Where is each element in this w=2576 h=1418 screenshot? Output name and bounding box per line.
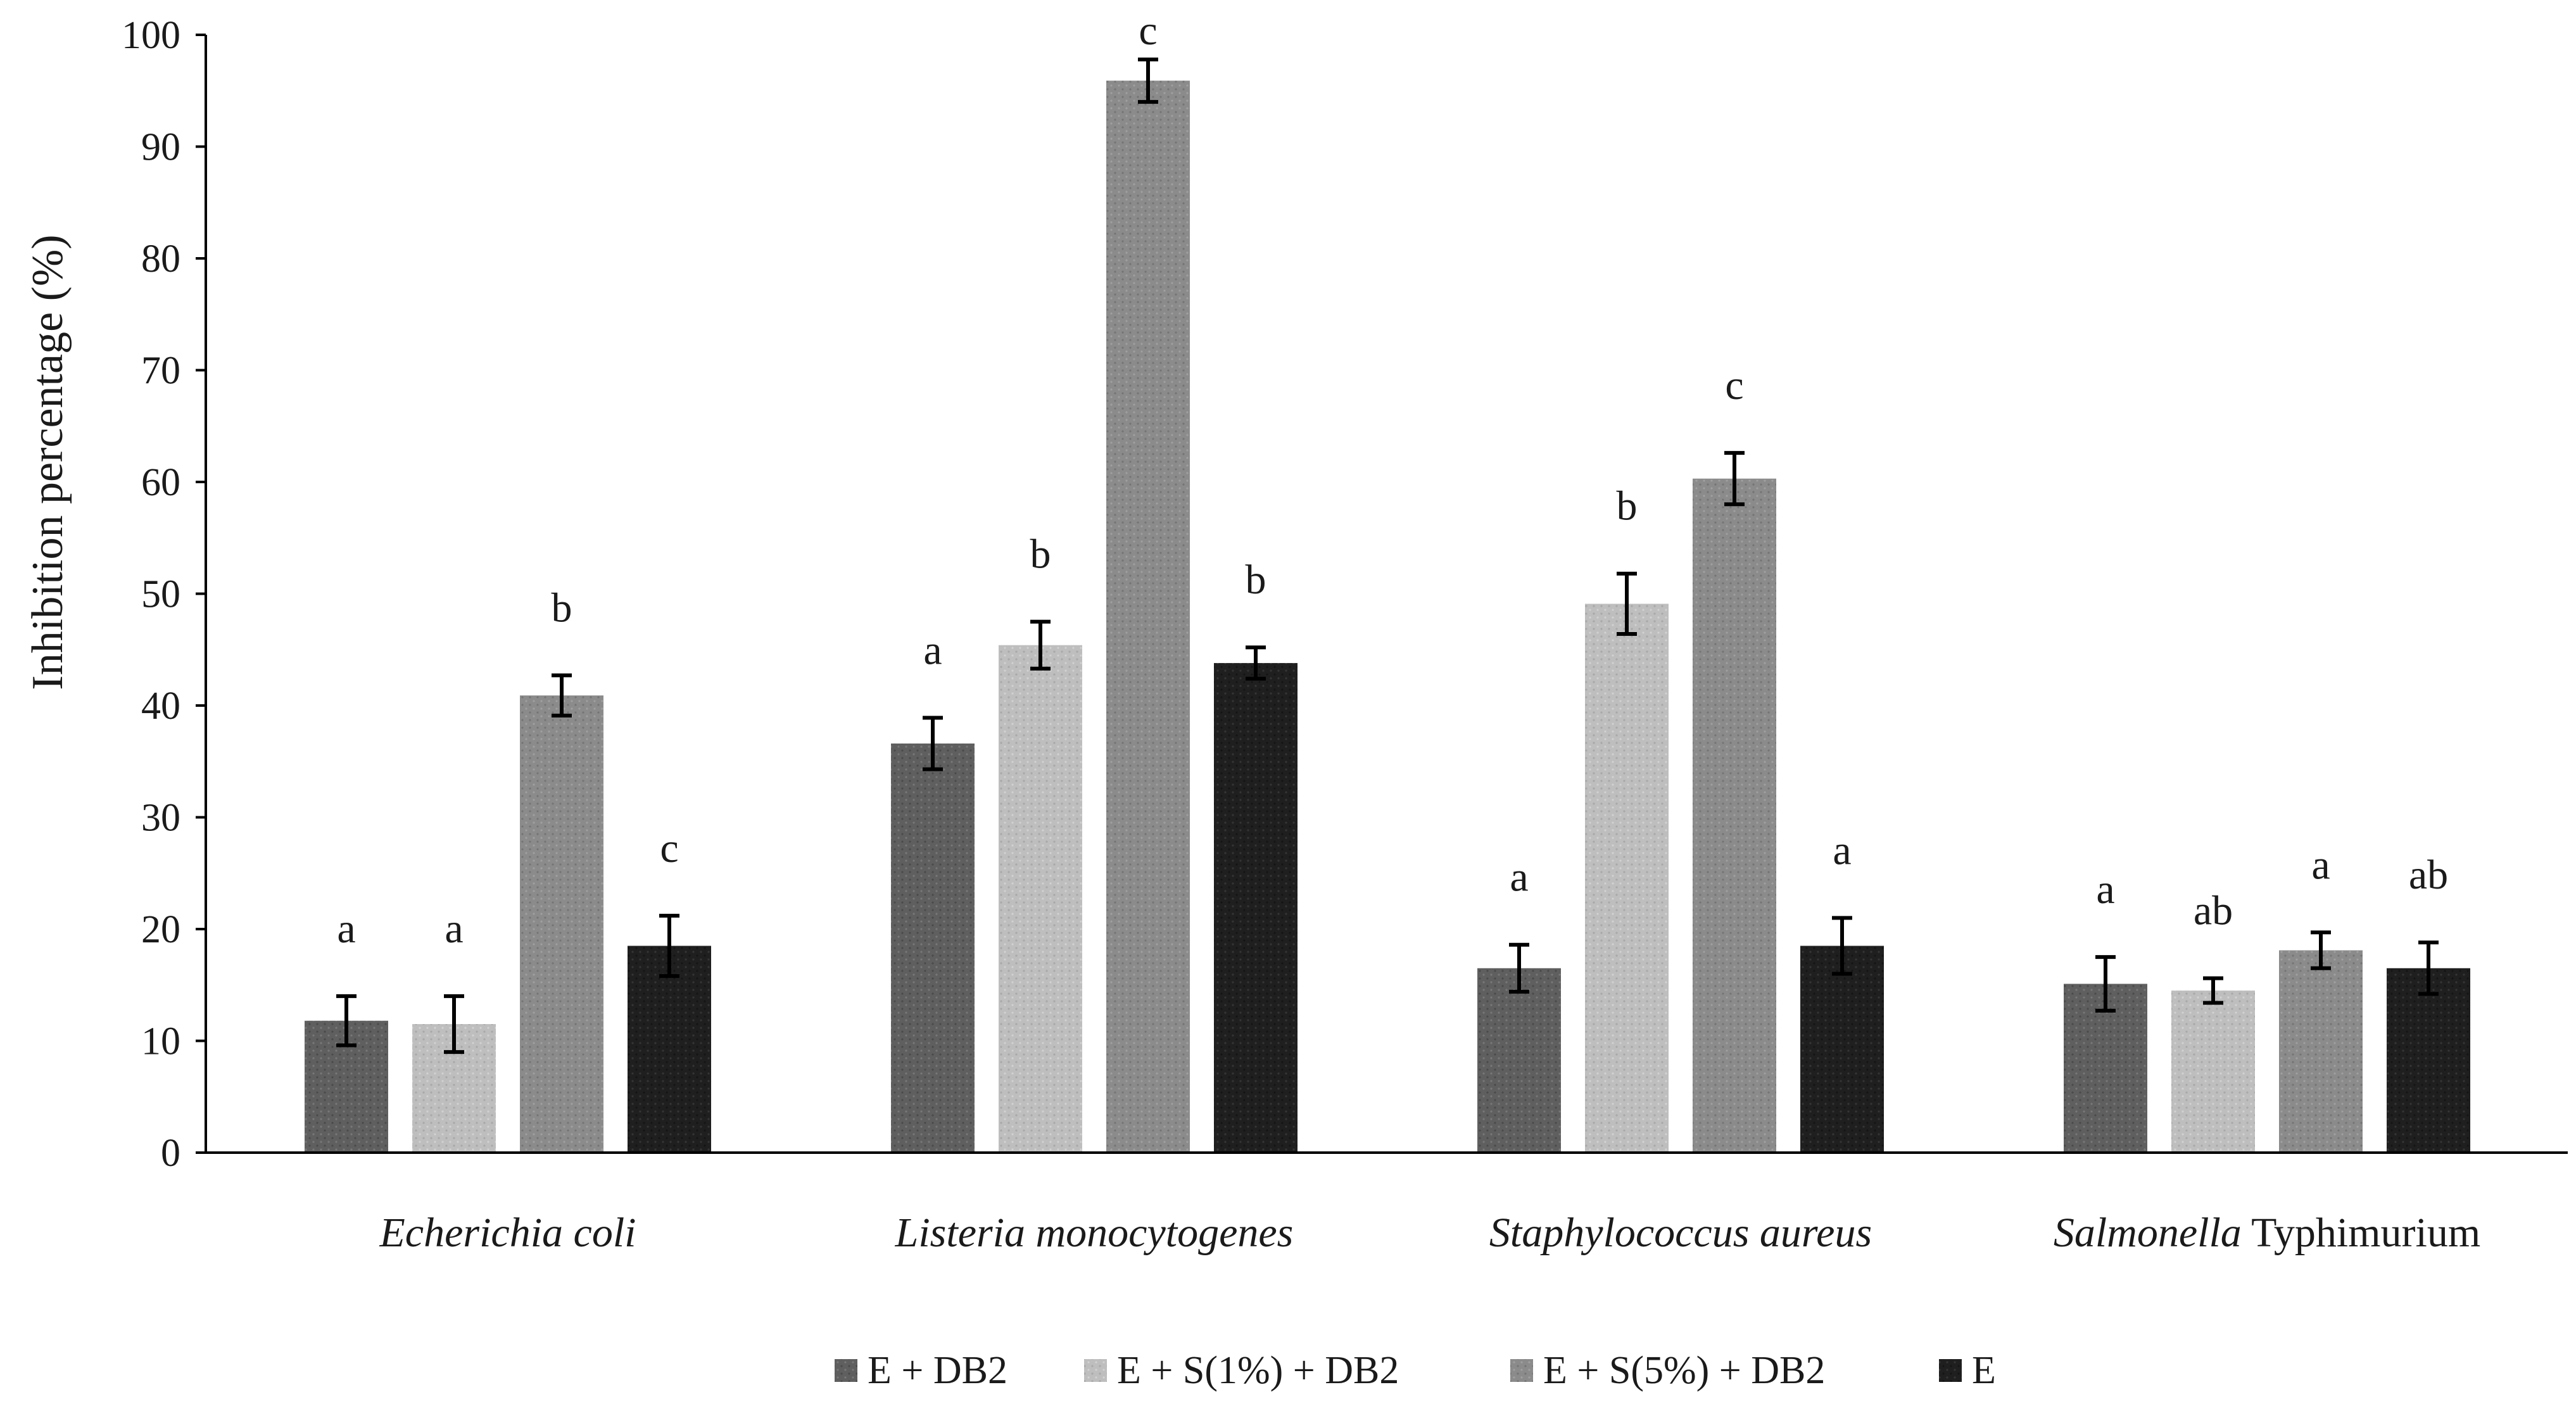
y-tick-label: 20 [141, 908, 180, 951]
y-tick-label: 60 [141, 461, 180, 504]
y-tick-label: 90 [141, 126, 180, 169]
bar [628, 946, 711, 1153]
series-3: b c c a [520, 8, 2363, 1153]
legend-item: E [1939, 1349, 1996, 1392]
bar [999, 645, 1082, 1153]
y-tick-label: 10 [141, 1020, 180, 1063]
category-label: Echerichia coli [379, 1210, 636, 1256]
significance-letter: a [1510, 854, 1528, 901]
y-tick-label: 40 [141, 685, 180, 728]
legend-swatch [1510, 1359, 1533, 1382]
bar [520, 695, 603, 1153]
legend-label: E + S(1%) + DB2 [1117, 1349, 1399, 1392]
bar [2387, 968, 2470, 1153]
bar [2279, 950, 2363, 1153]
legend-item: E + S(5%) + DB2 [1510, 1349, 1825, 1392]
category-label: Salmonella Typhimurium [2054, 1210, 2480, 1256]
legend-item: E + DB2 [835, 1349, 1007, 1392]
significance-letter: b [1030, 531, 1051, 578]
category-label: Listeria monocytogenes [895, 1210, 1294, 1256]
legend-swatch [1939, 1359, 1962, 1382]
y-tick-label: 30 [141, 797, 180, 840]
significance-letter: a [2096, 866, 2114, 913]
y-tick-label: 100 [122, 14, 180, 57]
y-tick-label: 70 [141, 350, 180, 393]
significance-letter: a [445, 906, 463, 952]
bar [1585, 604, 1669, 1153]
legend-swatch [835, 1359, 857, 1382]
significance-letter: b [1246, 557, 1266, 603]
legend-label: E + S(5%) + DB2 [1543, 1349, 1825, 1392]
significance-letter: b [1617, 483, 1638, 529]
legend-swatch [1084, 1359, 1107, 1382]
series-1: a a a a [305, 627, 2147, 1153]
legend-item: E + S(1%) + DB2 [1084, 1349, 1399, 1392]
bar [1477, 968, 1561, 1153]
bar [891, 744, 975, 1153]
y-tick-label: 0 [161, 1132, 180, 1175]
significance-letter: a [923, 627, 942, 673]
bar [1214, 662, 1297, 1153]
significance-letter: c [1725, 362, 1743, 408]
legend: E + DB2 E + S(1%) + DB2 E + S(5%) + DB2 E [835, 1349, 1996, 1392]
y-tick-label: 50 [141, 573, 180, 616]
significance-letter: c [660, 825, 678, 871]
y-axis-title: Inhibition percentage (%) [23, 234, 72, 690]
significance-letter: a [337, 906, 355, 952]
axes [205, 35, 2568, 1154]
significance-letter: ab [2194, 888, 2233, 934]
series-4: c b a ab [628, 557, 2470, 1153]
y-tick-label: 80 [141, 237, 180, 281]
significance-letter: a [1833, 827, 1851, 873]
category-labels: Echerichia coli Listeria monocytogenes Sta… [379, 1210, 2480, 1256]
legend-label: E + DB2 [868, 1349, 1007, 1392]
category-label: Staphylococcus aureus [1489, 1210, 1872, 1256]
legend-label: E [1972, 1349, 1996, 1392]
bar [2171, 991, 2255, 1153]
significance-letter: b [552, 585, 572, 631]
significance-letter: ab [2409, 852, 2448, 898]
y-axis-ticks: 0 10 20 30 40 50 60 70 80 90 100 [122, 14, 206, 1175]
significance-letter: a [2311, 842, 2330, 888]
bar [1693, 478, 1776, 1153]
bar [1800, 946, 1884, 1153]
significance-letter: c [1139, 8, 1157, 54]
bar [1106, 80, 1190, 1153]
